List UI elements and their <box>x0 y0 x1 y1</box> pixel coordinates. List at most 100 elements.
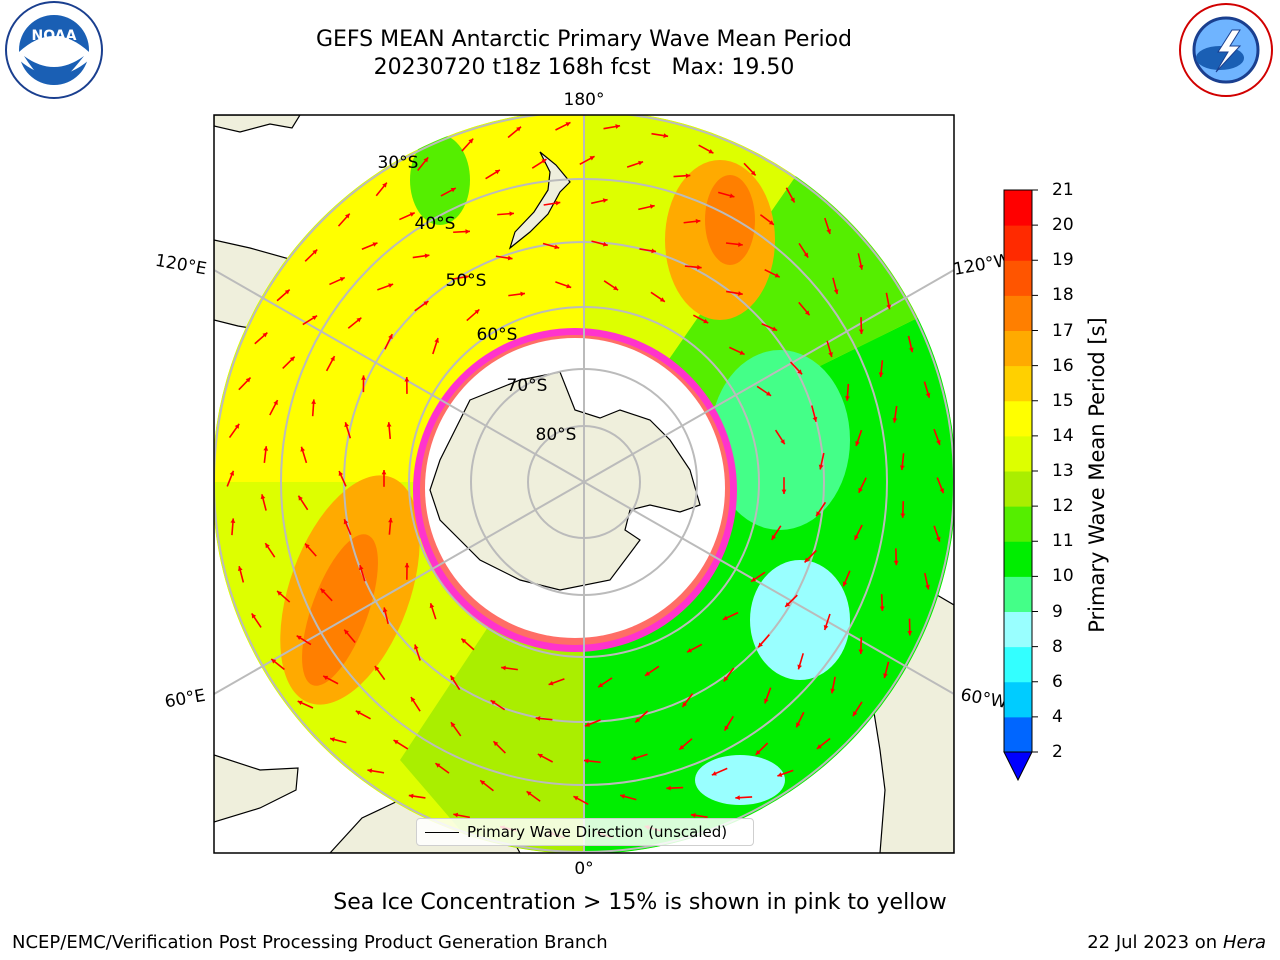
colorbar-segment <box>1004 646 1032 683</box>
colorbar-tick-label: 21 <box>1052 180 1074 200</box>
wave-arrow-head <box>339 277 345 282</box>
title-line-1: GEFS MEAN Antarctic Primary Wave Mean Pe… <box>315 27 853 52</box>
wave-arrow-head <box>312 315 318 321</box>
wave-arrow-head <box>735 795 740 801</box>
wave-arrow-head <box>277 590 282 596</box>
wave-arrow-head <box>771 534 777 540</box>
lon-label-120e: 120°E <box>154 251 208 280</box>
wave-arrow-head <box>697 264 702 270</box>
wave-arrow-head <box>686 648 692 653</box>
wave-arrow-head <box>414 644 419 650</box>
svg-text:NOAA: NOAA <box>32 28 77 44</box>
wave-arrow-head <box>816 744 822 749</box>
wave-arrow-head <box>842 581 848 587</box>
wave-arrow-head <box>330 737 335 742</box>
wave-arrow-head <box>666 785 671 791</box>
map-frame <box>213 114 955 854</box>
wave-arrow-head <box>464 274 469 280</box>
wave-arrow-head <box>537 754 543 759</box>
wave-arrow-head <box>465 229 470 234</box>
wave-arrow-head <box>703 318 709 324</box>
colorbar-tick-label: 16 <box>1052 355 1074 376</box>
wave-arrow-head <box>234 423 240 429</box>
wave-arrow-head <box>526 791 532 796</box>
wave-arrow-head <box>297 700 303 706</box>
lat-label-30s: 30°S <box>378 153 419 173</box>
sea-ice-caption: Sea Ice Concentration > 15% is shown in … <box>333 890 947 915</box>
wave-arrow-head <box>785 602 791 607</box>
wave-arrow-head <box>804 310 810 316</box>
wave-arrow-head <box>330 356 335 362</box>
lat-label-50s: 50°S <box>446 271 487 291</box>
wave-arrow-head <box>833 289 839 295</box>
wave-arrow-head <box>883 673 888 679</box>
wave-arrow-head <box>722 615 728 621</box>
colorbar-tick-label: 10 <box>1052 566 1074 587</box>
wave-arrow-head <box>925 392 931 398</box>
colorbar <box>1003 189 1038 782</box>
wave-arrow-head <box>900 513 906 518</box>
lon-label-120w: 120°W <box>952 250 1013 280</box>
colorbar-segment <box>1004 506 1032 542</box>
colorbar-segment <box>1004 400 1032 437</box>
wave-arrow-head <box>323 675 329 681</box>
wave-arrow-head <box>598 682 604 688</box>
lon-label-60e: 60°E <box>163 686 207 713</box>
wave-arrow-head <box>724 725 729 731</box>
wave-arrow-head <box>826 229 831 234</box>
colorbar-tick-label: 17 <box>1052 320 1074 341</box>
wave-arrow-head <box>638 160 644 166</box>
wave-arrow-head <box>356 317 362 323</box>
wave-arrow-head <box>620 794 625 799</box>
wave-arrow-head <box>812 416 818 422</box>
wave-arrow-head <box>583 758 589 764</box>
wave-arrow-head <box>237 566 243 572</box>
lon-label-0: 0° <box>574 859 593 879</box>
colorbar-tick-label: 6 <box>1052 671 1063 692</box>
wave-arrow-head <box>585 722 590 727</box>
colorbar-tick-label: 20 <box>1052 215 1074 236</box>
wave-arrow-head <box>367 768 373 774</box>
wave-arrow-head <box>659 297 665 302</box>
lat-label-80s: 80°S <box>536 425 577 445</box>
colorbar-segment <box>1004 225 1032 261</box>
colorbar-tick-label: 11 <box>1052 531 1074 552</box>
colorbar-tick-label: 15 <box>1052 390 1074 411</box>
colorbar-segment <box>1004 190 1032 226</box>
wave-arrow-head <box>879 606 885 611</box>
wave-arrow-head <box>374 665 380 671</box>
wave-arrow-head <box>878 372 884 378</box>
wave-arrow-head <box>635 717 641 723</box>
wave-arrow-head <box>573 796 579 801</box>
wave-arrow-head <box>679 744 685 750</box>
wave-arrow-head <box>273 400 278 406</box>
colorbar-tick-label: 9 <box>1052 601 1063 622</box>
map-legend: Primary Wave Direction (unscaled) <box>416 818 754 846</box>
wave-arrow-head <box>358 565 364 571</box>
colorbar-tick-label: 19 <box>1052 250 1074 271</box>
wave-arrow-head <box>711 771 717 776</box>
colorbar-segment <box>1004 611 1032 648</box>
wave-arrow-head <box>566 283 572 289</box>
lon-label-180: 180° <box>564 90 605 110</box>
wave-arrow-head <box>830 688 836 694</box>
wave-arrow-head <box>461 638 467 644</box>
wave-arrow-head <box>691 812 696 818</box>
wave-arrow-head <box>858 649 864 654</box>
wave-arrow-head <box>774 273 780 278</box>
wave-arrow-head <box>854 535 859 541</box>
wave-arrow-head <box>858 487 863 493</box>
colorbar-tick-label: 13 <box>1052 461 1074 481</box>
wave-arrow-head <box>409 212 415 217</box>
wave-arrow-head <box>474 309 480 315</box>
wave-arrow-head <box>750 170 756 176</box>
wave-arrow-head <box>804 557 810 563</box>
wave-arrow-head <box>284 289 290 295</box>
wave-arrow-head <box>338 471 344 477</box>
wave-arrow-head <box>423 157 429 163</box>
wave-arrow-head <box>852 711 858 717</box>
wave-arrow-head <box>682 702 688 708</box>
wave-arrow-head <box>738 242 743 247</box>
wave-arrow-head <box>388 517 393 523</box>
